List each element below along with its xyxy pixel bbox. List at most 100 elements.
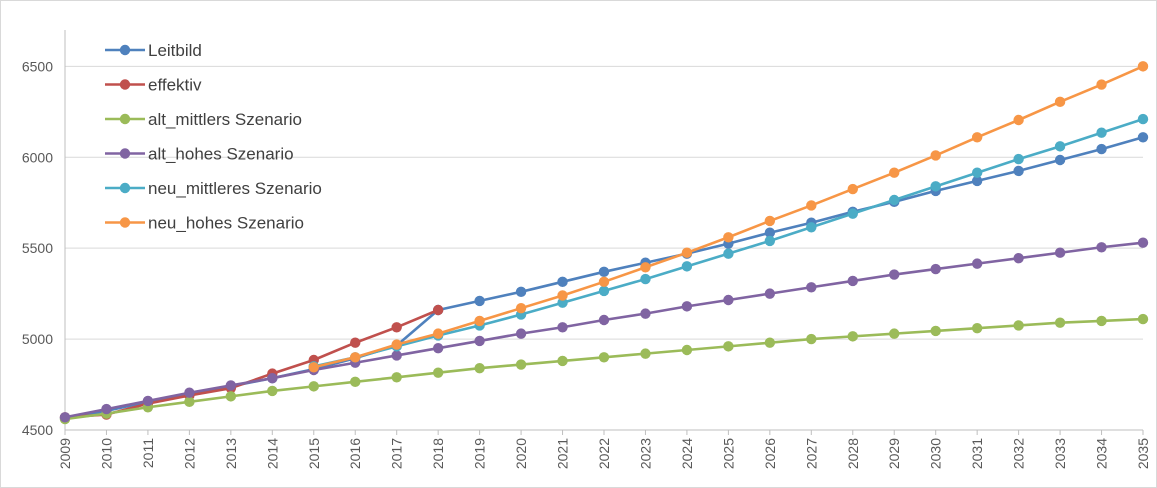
data-point	[806, 333, 817, 345]
series-2	[59, 304, 444, 423]
x-tick-label: 2009	[57, 438, 73, 469]
data-point	[930, 263, 941, 275]
data-point	[889, 167, 900, 178]
data-point	[681, 247, 693, 258]
data-point	[930, 325, 941, 337]
data-point	[1137, 61, 1149, 72]
series-line	[64, 317, 1144, 421]
data-point	[971, 175, 983, 187]
data-point	[225, 380, 237, 391]
legend-marker	[119, 44, 131, 56]
data-point	[1013, 153, 1024, 165]
data-point	[1096, 127, 1107, 138]
data-point	[1137, 132, 1149, 143]
data-point	[1013, 320, 1024, 331]
legend-label: neu_mittleres Szenario	[148, 179, 322, 198]
data-point	[1096, 242, 1107, 253]
legend-item: neu_hohes Szenario	[105, 214, 304, 233]
data-point	[474, 315, 485, 327]
x-tick-label: 2026	[762, 438, 778, 469]
data-point	[1054, 247, 1066, 258]
data-point	[806, 282, 817, 293]
data-point	[474, 362, 485, 374]
data-point	[1054, 154, 1066, 166]
data-point	[889, 194, 900, 206]
data-point	[1137, 237, 1149, 248]
x-tick-label: 2035	[1135, 438, 1151, 469]
data-point	[598, 266, 610, 278]
data-point	[723, 232, 734, 243]
x-tick-label: 2014	[264, 438, 280, 469]
data-point	[1096, 79, 1107, 90]
data-point	[557, 297, 568, 308]
x-tick-label: 2013	[223, 438, 239, 469]
data-point	[59, 412, 71, 423]
x-tick-label: 2021	[555, 438, 571, 469]
data-point	[598, 314, 610, 326]
data-point	[557, 322, 568, 333]
x-tick-label: 2033	[1052, 438, 1068, 469]
y-tick-label: 6500	[22, 58, 53, 74]
legend-label: Leitbild	[148, 41, 202, 60]
gridlines	[65, 65, 1143, 340]
legend-item: alt_mittlers Szenario	[105, 110, 302, 129]
x-tick-label: 2032	[1011, 438, 1027, 469]
x-tick-label: 2022	[596, 438, 612, 469]
data-point	[889, 269, 900, 280]
data-point	[184, 396, 195, 408]
x-tick-label: 2034	[1094, 438, 1110, 469]
data-point	[515, 359, 527, 370]
data-point	[267, 385, 278, 397]
x-tick-label: 2030	[928, 438, 944, 469]
series-6	[308, 61, 1149, 373]
data-point	[723, 248, 734, 259]
data-point	[971, 167, 983, 178]
y-tick-label: 4500	[22, 422, 53, 438]
data-point	[764, 337, 776, 348]
data-point	[640, 273, 651, 285]
data-point	[474, 335, 485, 347]
data-point	[764, 215, 776, 227]
legend-label: effektiv	[148, 76, 202, 95]
legend-item: Leitbild	[105, 41, 202, 60]
x-tick-label: 2031	[969, 438, 985, 469]
data-point	[515, 328, 527, 339]
y-axis-ticks: 4500 5000 5500 6000 6500	[22, 58, 53, 438]
data-point	[764, 288, 776, 299]
x-axis-ticks: 2009 2010 2011 2012 2013 2014 2015 2016 2017 2018…	[57, 430, 1151, 469]
data-point	[847, 208, 858, 219]
x-tick-label: 2020	[513, 438, 529, 469]
data-point	[557, 276, 568, 288]
legend-marker	[119, 113, 131, 125]
x-tick-label: 2024	[679, 438, 695, 469]
x-tick-label: 2027	[803, 438, 819, 469]
data-point	[681, 261, 693, 272]
data-point	[598, 276, 610, 288]
data-point	[971, 132, 983, 143]
data-point	[723, 341, 734, 352]
legend-item: alt_hohes Szenario	[105, 145, 294, 164]
series-group	[59, 61, 1149, 425]
x-tick-label: 2025	[720, 438, 736, 469]
data-point	[847, 183, 858, 195]
data-point	[184, 387, 195, 398]
data-point	[391, 339, 402, 350]
data-point	[1013, 165, 1024, 177]
data-point	[1013, 252, 1024, 264]
x-tick-label: 2017	[389, 438, 405, 469]
data-point	[640, 348, 651, 359]
y-tick-label: 6000	[22, 149, 53, 165]
data-point	[1054, 317, 1066, 328]
data-point	[723, 294, 734, 306]
data-point	[640, 262, 651, 273]
data-point	[557, 290, 568, 301]
data-point	[308, 381, 319, 392]
x-tick-label: 2011	[140, 438, 156, 468]
x-tick-label: 2029	[886, 438, 902, 469]
data-point	[764, 235, 776, 247]
data-point	[889, 328, 900, 339]
data-point	[847, 331, 858, 342]
data-point	[1137, 313, 1149, 325]
series-3	[59, 313, 1149, 425]
